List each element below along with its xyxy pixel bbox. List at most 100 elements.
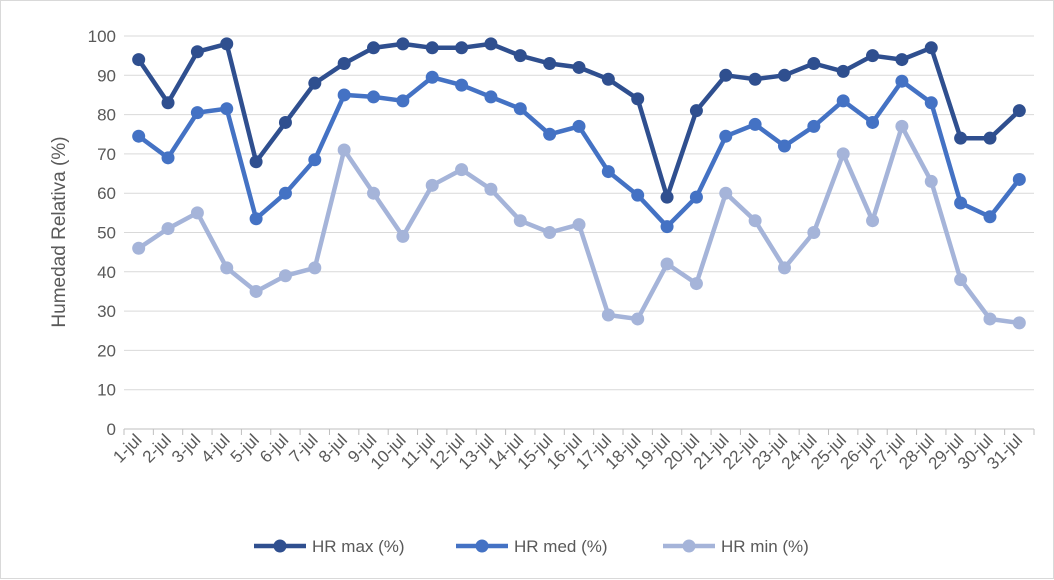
data-point <box>455 78 469 92</box>
data-point <box>278 269 292 283</box>
data-point <box>866 214 880 228</box>
data-point <box>924 96 938 110</box>
data-point <box>807 226 821 239</box>
legend-item: HR med (%) <box>456 537 608 556</box>
y-tick-label: 50 <box>97 224 116 243</box>
legend-item: HR min (%) <box>663 537 809 556</box>
data-point <box>777 68 791 82</box>
data-point <box>689 104 703 118</box>
data-point <box>719 186 733 200</box>
data-point <box>777 139 791 153</box>
data-point <box>543 57 557 71</box>
data-point <box>513 49 527 63</box>
y-axis-ticks: 0 10 20 30 40 50 60 70 80 90 100 <box>88 27 116 439</box>
data-point <box>866 115 880 129</box>
data-point <box>396 229 410 243</box>
data-point <box>308 261 322 275</box>
data-point <box>396 94 410 108</box>
data-point <box>660 220 674 234</box>
data-point <box>954 196 968 210</box>
data-point <box>719 68 733 82</box>
legend: HR max (%) HR med (%) HR min (%) <box>254 537 809 556</box>
data-point <box>807 57 821 71</box>
data-point <box>161 96 175 110</box>
data-point <box>367 90 381 104</box>
data-point <box>572 60 586 74</box>
data-point <box>601 72 615 86</box>
data-point <box>895 119 909 133</box>
data-point <box>190 206 204 220</box>
data-point <box>895 53 909 67</box>
data-point <box>689 190 703 204</box>
data-point <box>601 165 615 179</box>
y-tick-label: 90 <box>97 66 116 85</box>
data-point <box>983 131 997 145</box>
data-point <box>308 153 322 167</box>
y-tick-label: 80 <box>97 106 116 125</box>
data-point <box>777 261 791 275</box>
data-point <box>278 186 292 200</box>
data-point <box>132 241 146 255</box>
gridlines <box>124 35 1034 391</box>
legend-marker <box>273 539 287 553</box>
y-tick-label: 20 <box>97 341 116 360</box>
data-point <box>660 257 674 271</box>
data-point <box>719 129 733 143</box>
data-point <box>924 174 938 188</box>
data-point <box>836 147 850 161</box>
data-point <box>161 222 175 236</box>
data-point <box>337 143 351 157</box>
data-point <box>836 64 850 78</box>
data-point <box>689 277 703 291</box>
series-2 <box>132 70 1026 234</box>
data-point <box>190 106 204 120</box>
x-tick-label: 4-jul <box>197 430 233 466</box>
data-point <box>748 117 762 131</box>
x-tick-label: 5-jul <box>227 430 263 466</box>
data-point <box>866 49 880 63</box>
data-point <box>836 94 850 108</box>
data-point <box>249 284 263 298</box>
data-point <box>983 210 997 224</box>
data-point <box>1012 316 1026 330</box>
data-point <box>1012 104 1026 118</box>
data-point <box>337 88 351 102</box>
data-point <box>807 119 821 133</box>
data-point <box>455 41 469 55</box>
data-point <box>425 41 439 55</box>
data-point <box>367 41 381 55</box>
x-tick-label: 6-jul <box>256 430 292 466</box>
data-point <box>220 102 234 116</box>
data-point <box>484 37 498 51</box>
legend-label: HR med (%) <box>514 537 608 556</box>
series-3 <box>132 119 1026 330</box>
data-point <box>132 53 146 67</box>
data-point <box>631 92 645 106</box>
legend-label: HR max (%) <box>312 537 405 556</box>
x-tick-label: 7-jul <box>285 430 321 466</box>
y-tick-label: 0 <box>107 420 116 439</box>
data-point <box>543 226 557 239</box>
data-point <box>249 212 263 226</box>
data-point <box>543 127 557 141</box>
series-group <box>132 37 1026 330</box>
data-point <box>425 70 439 84</box>
data-point <box>924 41 938 55</box>
data-point <box>484 90 498 104</box>
data-point <box>513 102 527 116</box>
y-axis-title: Humedad Relativa (%) <box>49 136 70 327</box>
data-point <box>249 155 263 169</box>
data-point <box>132 129 146 143</box>
y-tick-label: 100 <box>88 27 116 46</box>
x-axis <box>123 428 1035 435</box>
data-point <box>895 74 909 88</box>
y-tick-label: 10 <box>97 381 116 400</box>
data-point <box>367 186 381 200</box>
data-point <box>631 188 645 202</box>
data-point <box>161 151 175 165</box>
data-point <box>308 76 322 90</box>
series-line <box>136 75 1022 229</box>
y-tick-label: 60 <box>97 184 116 203</box>
